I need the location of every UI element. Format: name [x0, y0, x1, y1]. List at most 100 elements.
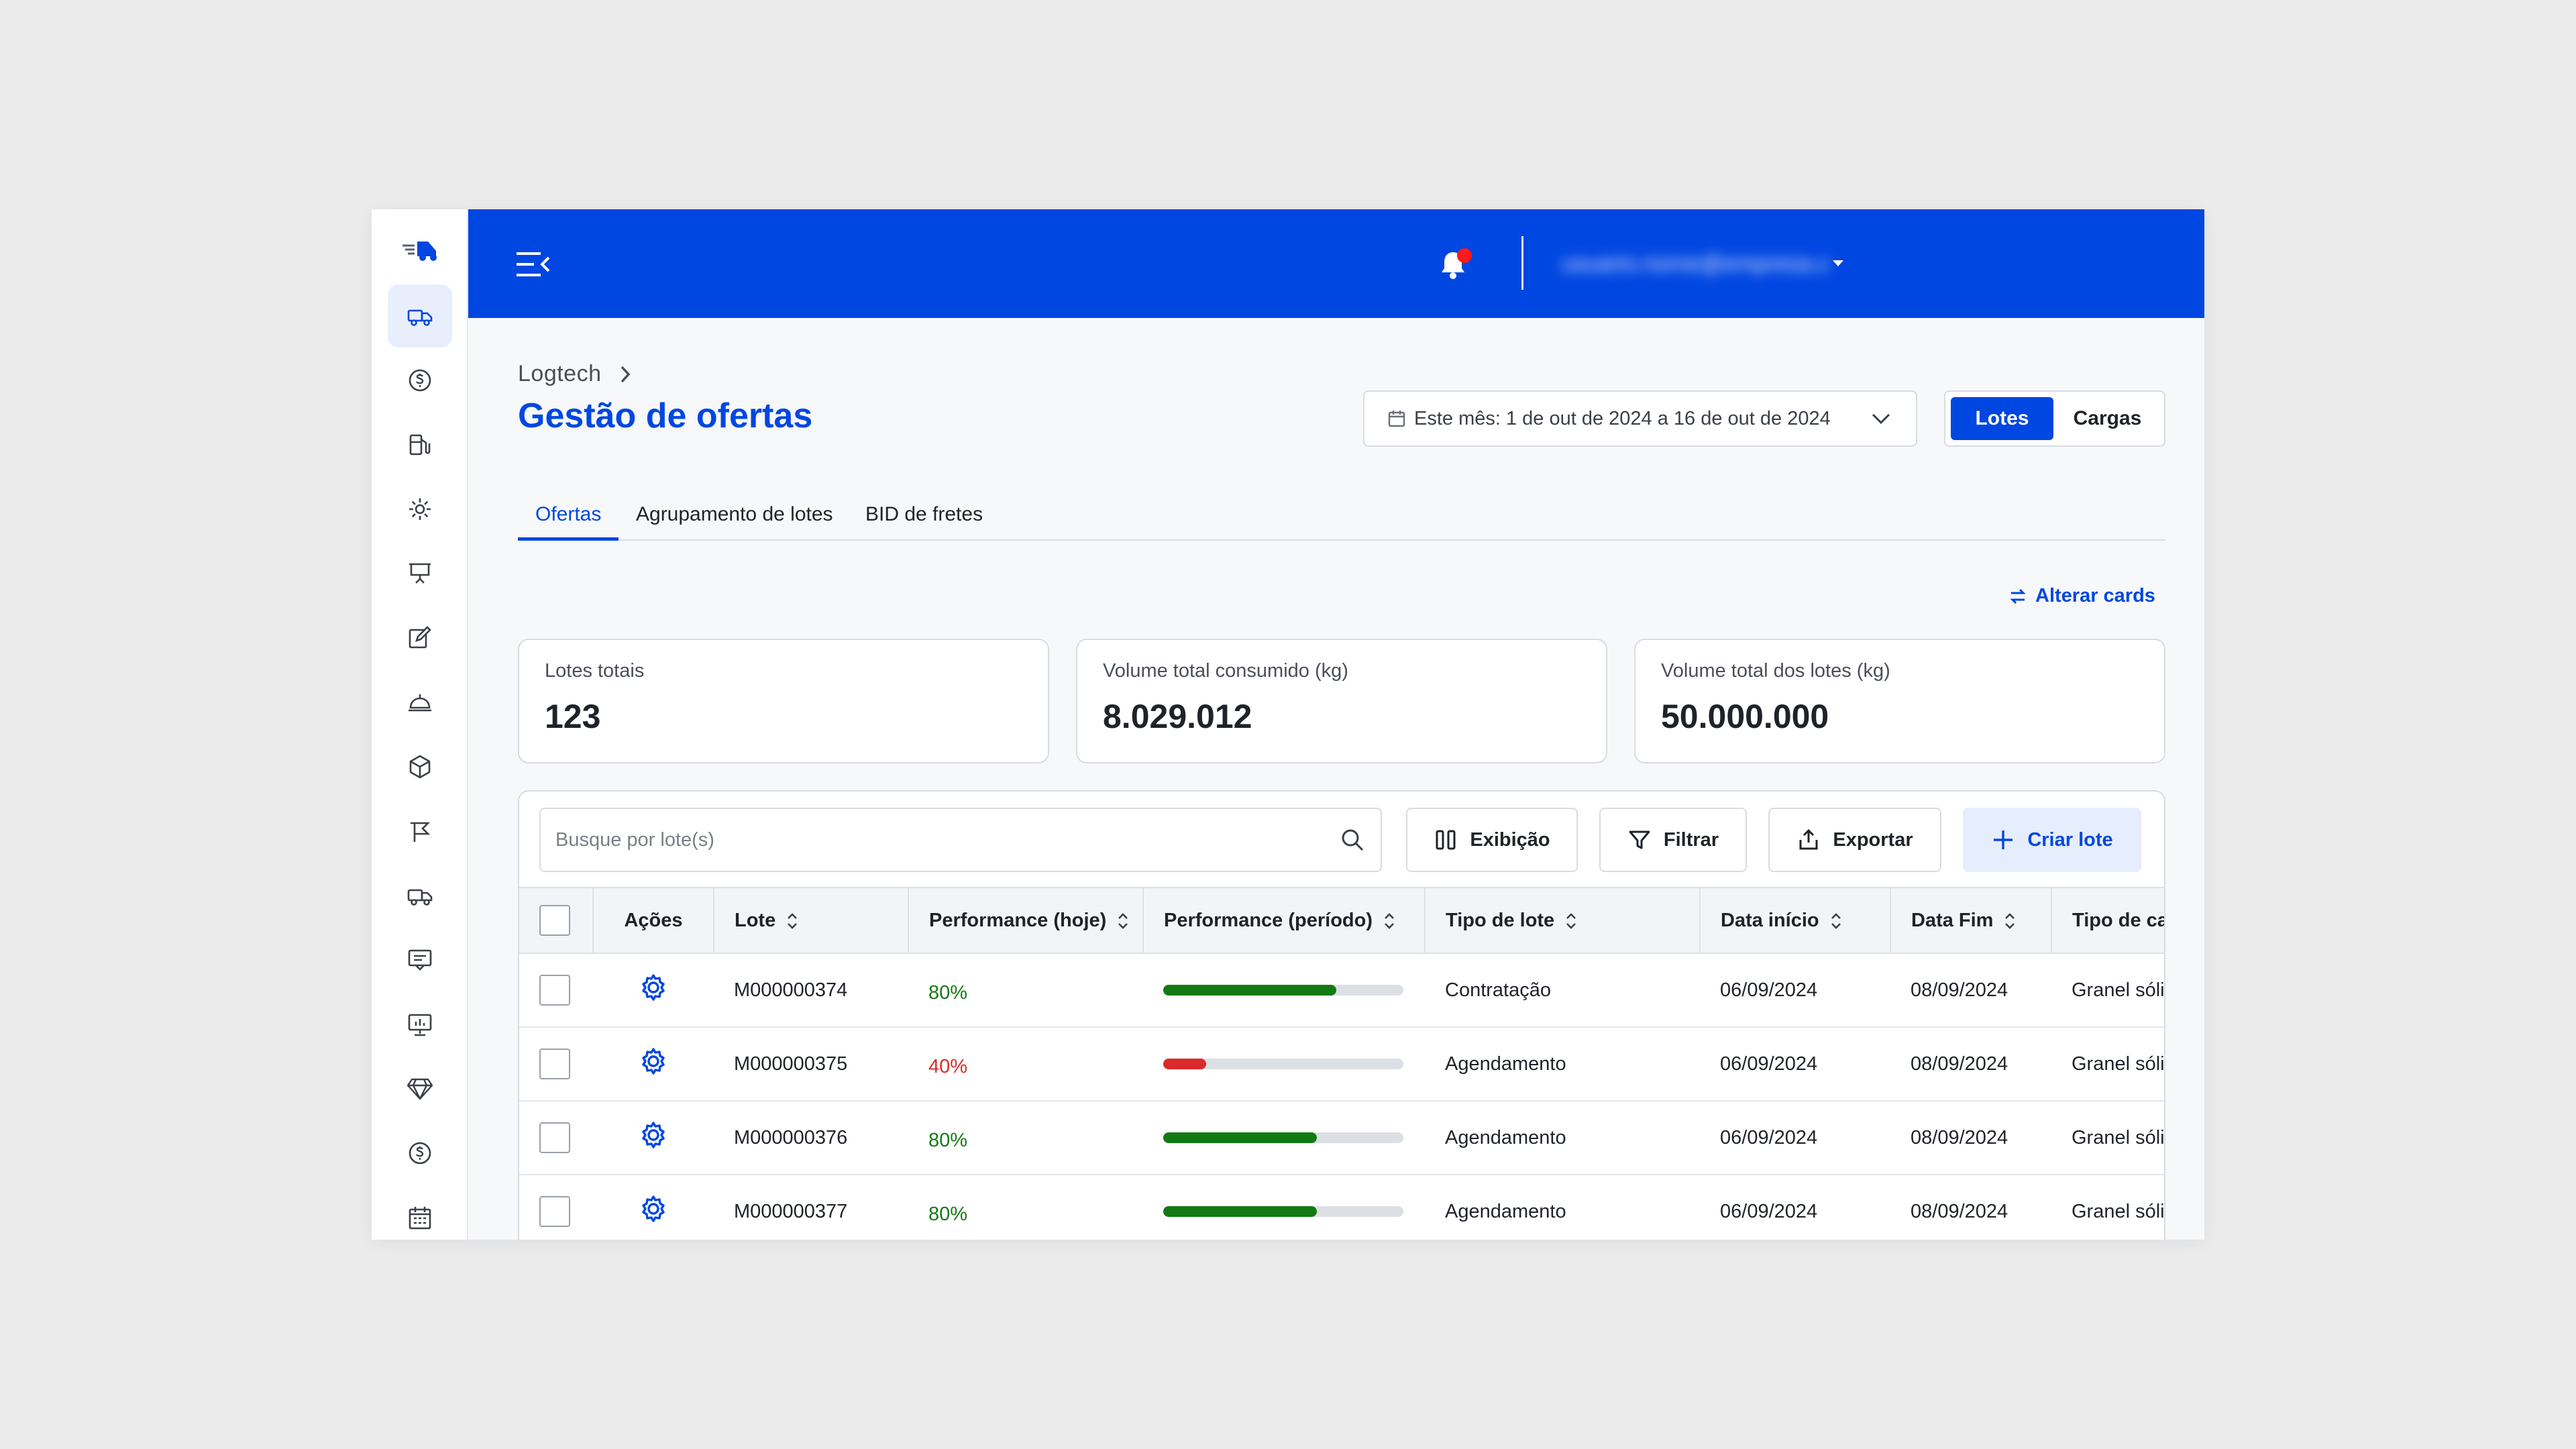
sidebar-item-edit-square[interactable] [388, 606, 452, 669]
data-fim-cell: 08/09/2024 [1890, 1027, 2051, 1102]
breadcrumb-root[interactable]: Logtech [518, 361, 602, 386]
export-button[interactable]: Exportar [1768, 808, 1941, 872]
sidebar-item-presentation-board[interactable] [388, 542, 452, 605]
truck-icon [407, 309, 433, 326]
header-performance-hoje[interactable]: Performance (hoje) [908, 887, 1144, 954]
fuel-pump-icon [409, 434, 431, 455]
stat-value: 50.000.000 [1661, 698, 1829, 735]
sidebar-item-fuel-pump[interactable] [388, 413, 452, 476]
tab-agrupamento-de-lotes[interactable]: Agrupamento de lotes [636, 503, 833, 525]
tipo-de-carga-cell: Granel sóli [2051, 1175, 2164, 1240]
stat-label: Volume total consumido (kg) [1103, 660, 1348, 682]
toggle-lotes[interactable]: Lotes [1951, 397, 2053, 440]
chevron-right-icon [621, 366, 630, 382]
truck-speed-logo[interactable] [400, 228, 443, 271]
row-checkbox[interactable] [539, 1196, 570, 1227]
row-checkbox[interactable] [539, 1049, 570, 1079]
sort-icon[interactable] [1382, 911, 1397, 931]
sidebar-item-chart-board[interactable] [388, 993, 452, 1056]
breadcrumb: Logtech [518, 361, 634, 387]
filter-button[interactable]: Filtrar [1599, 808, 1747, 872]
table-row[interactable]: M000000377 80% Agendamento 06/09/2024 08/09/… [519, 1175, 2164, 1240]
select-all-checkbox[interactable] [539, 905, 570, 936]
gear-icon[interactable] [638, 1046, 669, 1077]
gear-icon[interactable] [638, 1120, 669, 1150]
data-fim-cell: 08/09/2024 [1890, 1101, 2051, 1175]
performance-bar [1163, 1059, 1403, 1069]
performance-bar-fill [1163, 985, 1336, 996]
sidebar-item-package-box[interactable] [388, 735, 452, 798]
sort-icon[interactable] [2002, 911, 2017, 931]
sidebar-item-delivery-truck[interactable] [388, 864, 452, 927]
data-fim-cell: 08/09/2024 [1890, 1175, 2051, 1240]
tab-bid-de-fretes[interactable]: BID de fretes [865, 503, 983, 525]
user-name[interactable]: usuario.nome@empresa.com [1562, 251, 1830, 276]
tab-ofertas[interactable]: Ofertas [518, 494, 619, 541]
tipo-de-lote-cell: Agendamento [1425, 1027, 1700, 1102]
row-checkbox[interactable] [539, 1122, 570, 1153]
performance-bar-fill [1163, 1059, 1207, 1069]
columns-icon [1436, 830, 1456, 850]
package-box-icon [409, 755, 431, 779]
date-range-filter[interactable]: Este mês: 1 de out de 2024 a 16 de out d… [1363, 390, 1917, 447]
sidebar-item-calendar[interactable] [388, 1186, 452, 1240]
sidebar-item-diamond[interactable] [388, 1057, 452, 1120]
header-label: Tipo de lote [1446, 909, 1555, 931]
header-data-fim[interactable]: Data Fim [1890, 887, 2052, 954]
performance-periodo-cell [1143, 1027, 1425, 1102]
header-acoes: Ações [593, 887, 714, 954]
caret-down-icon[interactable] [1829, 256, 1847, 270]
delivery-truck-icon [407, 889, 433, 906]
performance-periodo-cell [1143, 953, 1425, 1028]
edit-square-icon [409, 626, 431, 649]
table-row[interactable]: M000000374 80% Contratação 06/09/2024 08/09/… [519, 953, 2164, 1028]
row-actions-cell [593, 1175, 714, 1240]
header-lote[interactable]: Lote [714, 887, 909, 954]
performance-bar [1163, 1132, 1403, 1143]
tab-bar: Ofertas Agrupamento de lotes BID de fret… [518, 494, 2165, 541]
search-placeholder: Busque por lote(s) [555, 828, 714, 851]
gear-icon[interactable] [638, 972, 669, 1003]
header-tipo-de-carga[interactable]: Tipo de ca [2051, 887, 2164, 954]
menu-collapse-icon[interactable] [515, 250, 550, 279]
sort-icon[interactable] [1829, 911, 1843, 931]
sidebar-item-truck[interactable] [388, 284, 452, 347]
performance-hoje-cell: 40% [908, 1027, 1143, 1102]
alter-cards-link[interactable]: Alterar cards [2008, 585, 2155, 607]
table-row[interactable]: M000000375 40% Agendamento 06/09/2024 08/09/… [519, 1027, 2164, 1102]
stat-label: Volume total dos lotes (kg) [1661, 660, 1890, 682]
tipo-de-lote-cell: Contratação [1425, 953, 1700, 1028]
sort-icon[interactable] [1116, 911, 1130, 931]
sidebar-item-dollar-coin[interactable] [388, 1122, 452, 1185]
performance-bar [1163, 1206, 1403, 1217]
search-input[interactable]: Busque por lote(s) [539, 808, 1382, 872]
row-actions-cell [593, 953, 714, 1028]
sidebar-item-gear[interactable] [388, 478, 452, 541]
header-performance-periodo[interactable]: Performance (período) [1143, 887, 1426, 954]
display-button[interactable]: Exibição [1406, 808, 1578, 872]
header-tipo-de-lote[interactable]: Tipo de lote [1425, 887, 1701, 954]
row-select-cell [519, 953, 593, 1028]
row-actions-cell [593, 1101, 714, 1175]
lote-cell: M000000376 [714, 1101, 908, 1175]
sort-icon[interactable] [1564, 911, 1578, 931]
chevron-down-icon [1872, 413, 1890, 425]
sidebar-item-dollar-coin[interactable] [388, 349, 452, 412]
data-fim-cell: 08/09/2024 [1890, 953, 2051, 1028]
main-content: Logtech Gestão de ofertas Este mês: 1 de… [468, 318, 2204, 1240]
row-checkbox[interactable] [539, 975, 570, 1006]
sidebar-item-chat-message[interactable] [388, 928, 452, 991]
sort-icon[interactable] [785, 911, 800, 931]
header-data-inicio[interactable]: Data início [1700, 887, 1891, 954]
create-lote-button[interactable]: Criar lote [1963, 808, 2141, 872]
gear-icon[interactable] [638, 1193, 669, 1224]
search-icon[interactable] [1339, 826, 1366, 853]
sidebar-item-route-flag[interactable] [388, 800, 452, 863]
performance-bar-fill [1163, 1132, 1318, 1143]
sidebar-item-service-bell[interactable] [388, 671, 452, 734]
header-divider [1521, 236, 1523, 290]
toggle-cargas[interactable]: Cargas [2073, 407, 2142, 429]
table-row[interactable]: M000000376 80% Agendamento 06/09/2024 08/09/… [519, 1101, 2164, 1175]
tipo-de-carga-cell: Granel sóli [2051, 953, 2164, 1028]
export-icon [1799, 828, 1818, 850]
